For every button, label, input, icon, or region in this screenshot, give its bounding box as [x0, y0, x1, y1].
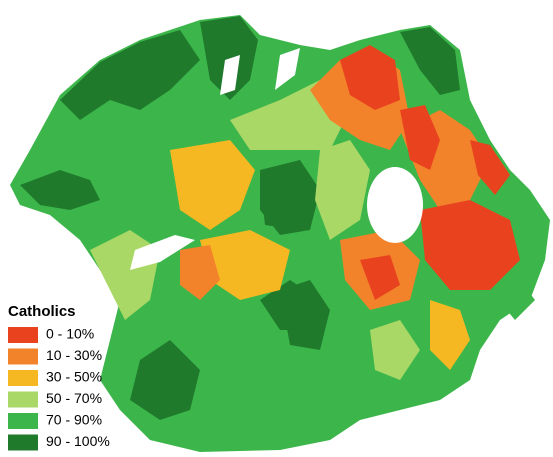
legend-label: 70 - 90% — [46, 412, 102, 428]
legend-label: 30 - 50% — [46, 369, 102, 385]
region — [20, 170, 100, 210]
inlet — [130, 235, 195, 270]
region — [420, 200, 520, 290]
region — [400, 105, 440, 170]
region — [60, 30, 200, 120]
legend-label: 50 - 70% — [46, 390, 102, 406]
region — [370, 320, 420, 380]
region — [470, 140, 510, 195]
region — [280, 280, 330, 350]
legend-swatch — [8, 434, 38, 451]
region — [180, 245, 220, 300]
region — [340, 45, 400, 110]
legend-swatch — [8, 413, 38, 429]
region — [360, 255, 400, 300]
regions — [10, 15, 550, 452]
region — [260, 170, 315, 230]
region — [170, 140, 255, 230]
inlet — [220, 55, 240, 95]
region — [200, 16, 258, 100]
legend-label: 90 - 100% — [46, 433, 110, 449]
legend-swatch — [8, 370, 38, 386]
region — [130, 340, 200, 420]
legend: Catholics 0 - 10% 10 - 30% 30 - 50% 50 - 70… — [8, 303, 110, 451]
legend-swatch — [8, 348, 38, 365]
lough — [367, 167, 423, 243]
legend-title: Catholics — [8, 303, 76, 320]
legend-label: 10 - 30% — [46, 347, 102, 363]
region — [200, 230, 290, 300]
region — [490, 280, 535, 320]
legend-label: 0 - 10% — [46, 326, 94, 342]
legend-swatch — [8, 327, 38, 343]
region — [430, 300, 470, 370]
inlet — [275, 48, 300, 90]
region — [315, 140, 370, 240]
legend-swatch — [8, 391, 38, 408]
region — [400, 27, 460, 95]
